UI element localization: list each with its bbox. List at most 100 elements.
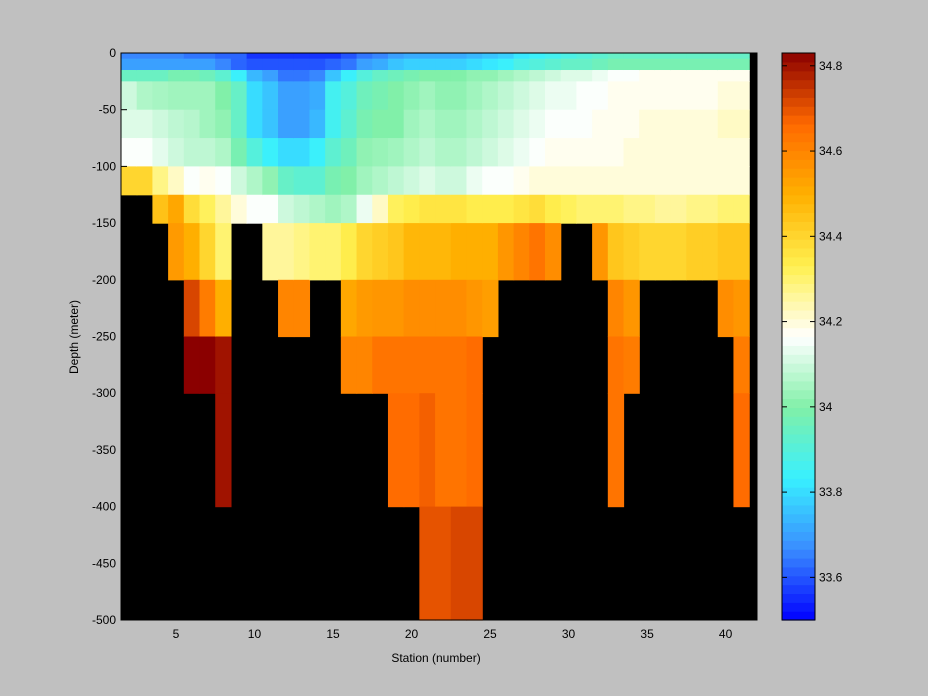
heatmap-cell bbox=[450, 223, 468, 281]
heatmap-cell bbox=[230, 81, 248, 111]
heatmap-cell bbox=[450, 138, 468, 167]
colorbar-swatch bbox=[782, 106, 815, 116]
colorbar-swatch bbox=[782, 380, 815, 391]
colorbar-swatch bbox=[782, 433, 815, 444]
heatmap-cell bbox=[639, 53, 656, 60]
heatmap-cell bbox=[450, 506, 468, 621]
heatmap-cell bbox=[246, 58, 263, 71]
colorbar-swatch bbox=[782, 301, 815, 311]
heatmap-cell bbox=[686, 53, 703, 60]
heatmap-cell bbox=[513, 58, 530, 71]
heatmap-cell bbox=[262, 194, 279, 224]
heatmap-cell bbox=[607, 336, 625, 394]
heatmap-cell bbox=[607, 53, 625, 60]
heatmap-cell bbox=[278, 81, 295, 111]
heatmap-cell bbox=[592, 223, 609, 281]
heatmap-cell bbox=[435, 138, 452, 167]
heatmap-cell bbox=[372, 53, 389, 60]
heatmap-cell bbox=[356, 279, 373, 338]
heatmap-cell bbox=[482, 53, 499, 60]
heatmap-cell bbox=[482, 138, 499, 167]
heatmap-cell bbox=[623, 58, 640, 71]
heatmap-cell bbox=[293, 138, 311, 167]
heatmap-cell bbox=[152, 70, 169, 82]
heatmap-cell bbox=[262, 166, 279, 196]
heatmap-cell bbox=[466, 194, 483, 224]
heatmap-cell bbox=[670, 194, 687, 224]
heatmap-cell bbox=[607, 70, 625, 82]
x-axis: 5 10 15 20 25 30 35 40 bbox=[173, 614, 733, 641]
heatmap-cell bbox=[670, 138, 687, 167]
heatmap-plot-area bbox=[120, 52, 758, 621]
heatmap-cell bbox=[262, 138, 279, 167]
colorbar-swatch bbox=[782, 239, 815, 249]
colorbar-swatch bbox=[782, 504, 815, 515]
heatmap-cell bbox=[466, 109, 483, 139]
heatmap-cell bbox=[702, 223, 719, 281]
heatmap-cell bbox=[717, 166, 735, 196]
heatmap-cell bbox=[278, 279, 295, 338]
colorbar-tick-label: 34.2 bbox=[819, 315, 843, 329]
heatmap-cell bbox=[733, 194, 750, 224]
heatmap-cell bbox=[340, 336, 358, 394]
heatmap-cell bbox=[356, 58, 373, 71]
heatmap-cell bbox=[466, 58, 483, 71]
heatmap-cell bbox=[309, 70, 326, 82]
heatmap-cell bbox=[607, 194, 625, 224]
heatmap-cell bbox=[325, 223, 342, 281]
colorbar-swatch bbox=[782, 61, 815, 72]
heatmap-cell bbox=[387, 138, 405, 167]
heatmap-cell bbox=[387, 70, 405, 82]
heatmap-cell bbox=[702, 58, 719, 71]
heatmap-cell bbox=[654, 194, 672, 224]
heatmap-cell bbox=[356, 53, 373, 60]
colorbar-swatch bbox=[782, 540, 815, 550]
colorbar-swatch bbox=[782, 593, 815, 603]
heatmap-cell bbox=[623, 53, 640, 60]
x-tick-label: 30 bbox=[562, 627, 576, 641]
heatmap-cell bbox=[309, 53, 326, 60]
heatmap-cell bbox=[419, 223, 436, 281]
heatmap-cell bbox=[340, 81, 358, 111]
heatmap-cell bbox=[545, 58, 562, 71]
heatmap-cell bbox=[168, 70, 185, 82]
heatmap-cell bbox=[545, 223, 562, 281]
y-tick-label: -500 bbox=[92, 613, 116, 627]
heatmap-cell bbox=[230, 138, 248, 167]
x-tick-label: 40 bbox=[719, 627, 733, 641]
heatmap-cell bbox=[168, 81, 185, 111]
heatmap-cell bbox=[497, 58, 515, 71]
heatmap-cell bbox=[340, 166, 358, 196]
colorbar-swatch bbox=[782, 177, 815, 187]
heatmap-cell bbox=[529, 138, 546, 167]
heatmap-cell bbox=[309, 166, 326, 196]
heatmap-cell bbox=[529, 223, 546, 281]
heatmap-cell bbox=[372, 194, 389, 224]
heatmap-cell bbox=[387, 194, 405, 224]
colorbar-swatch bbox=[782, 159, 815, 169]
y-tick-label: -100 bbox=[92, 159, 116, 173]
heatmap-cell bbox=[654, 166, 672, 196]
heatmap-cell bbox=[309, 223, 326, 281]
heatmap-cell bbox=[560, 70, 578, 82]
heatmap-cell bbox=[387, 393, 405, 508]
heatmap-cell bbox=[403, 166, 420, 196]
heatmap-cell bbox=[121, 81, 138, 111]
heatmap-cell bbox=[199, 279, 216, 338]
heatmap-cell bbox=[560, 138, 578, 167]
heatmap-cell bbox=[199, 223, 216, 281]
heatmap-cell bbox=[246, 81, 263, 111]
heatmap-cell bbox=[576, 70, 593, 82]
heatmap-cell bbox=[654, 81, 672, 111]
heatmap-cell bbox=[293, 166, 311, 196]
heatmap-cell bbox=[387, 279, 405, 338]
colorbar-swatch bbox=[782, 309, 815, 320]
heatmap-cell bbox=[670, 53, 687, 60]
heatmap-cell bbox=[136, 81, 154, 111]
heatmap-cell bbox=[466, 138, 483, 167]
y-tick-label: -450 bbox=[92, 556, 116, 570]
heatmap-cell bbox=[717, 81, 735, 111]
heatmap-cell bbox=[199, 70, 216, 82]
heatmap-cell bbox=[356, 109, 373, 139]
heatmap-cell bbox=[121, 58, 138, 71]
